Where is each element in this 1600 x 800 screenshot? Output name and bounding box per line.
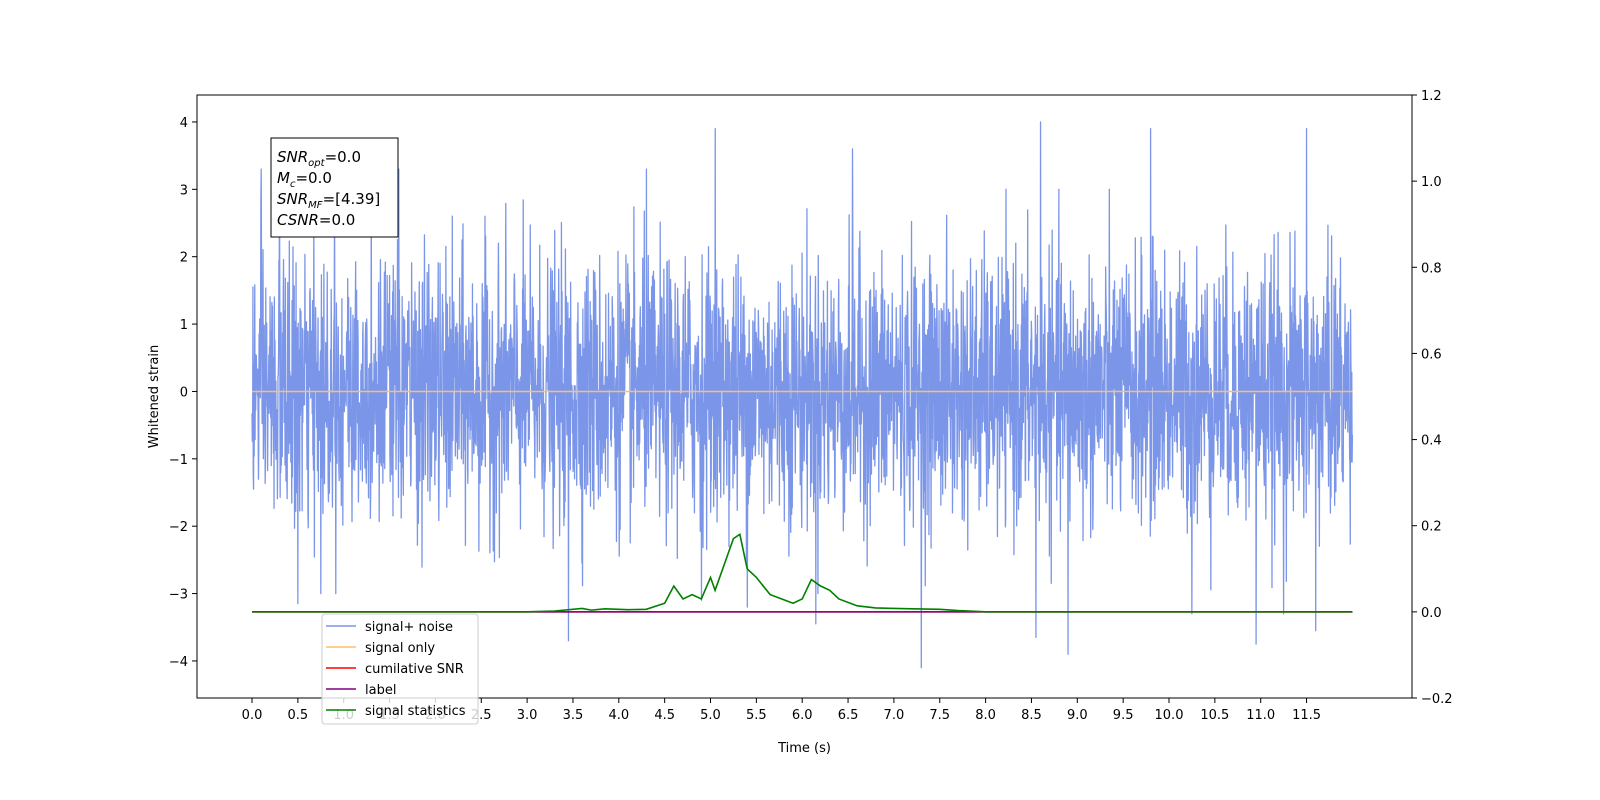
y-axis-label: Whitened strain	[147, 345, 162, 448]
annotation-value: =0.0	[319, 211, 355, 229]
annotation-subscript: MF	[308, 200, 323, 211]
annotation-line: SNRopt=0.0	[277, 148, 361, 169]
y2-tick-label: 0.2	[1421, 520, 1442, 535]
y-tick-label: −4	[169, 655, 188, 670]
y-tick-label: 0	[180, 385, 188, 400]
annotation-frame	[270, 137, 399, 238]
y-tick-label: 4	[180, 116, 188, 131]
x-tick-label: 5.0	[700, 708, 721, 723]
plot-area	[251, 121, 1354, 669]
x-tick-label: 6.5	[838, 708, 859, 723]
legend-item-signal-only-text: signal only	[365, 641, 435, 656]
annotation-symbol: CSNR	[277, 211, 319, 229]
x-tick-label: 3.0	[517, 708, 538, 723]
y2-tick-label: 0.6	[1421, 347, 1442, 362]
annotation-value: =0.0	[325, 148, 361, 166]
x-tick-label: 4.5	[654, 708, 675, 723]
y2-tick-label: 1.0	[1421, 175, 1442, 190]
y2-tick-label: 0.8	[1421, 261, 1442, 276]
y-tick-label: 3	[180, 183, 188, 198]
x-tick-label: 9.5	[1113, 708, 1134, 723]
annotation-line: CSNR=0.0	[277, 211, 355, 229]
y-tick-label: 2	[180, 251, 188, 266]
x-tick-label: 10.5	[1200, 708, 1229, 723]
x-tick-label: 0.0	[242, 708, 263, 723]
annotation-subscript: c	[290, 179, 296, 190]
legend: signal+ noise signal only cumilative SNR la…	[321, 613, 479, 725]
y-tick-label: −3	[169, 588, 188, 603]
y-tick-label: 1	[180, 318, 188, 333]
y-tick-label: −2	[169, 520, 188, 535]
annotation-symbol: M	[277, 169, 290, 187]
annotation-line: Mc=0.0	[277, 169, 332, 190]
x-tick-label: 11.0	[1246, 708, 1275, 723]
x-tick-label: 10.0	[1155, 708, 1184, 723]
series-signal-noise-line	[251, 121, 1354, 669]
annotation-value: =[4.39]	[323, 190, 381, 208]
annotation-subscript: opt	[308, 158, 325, 169]
y2-tick-label: 1.2	[1421, 89, 1442, 104]
annotation-value: =0.0	[295, 169, 331, 187]
legend-item-signal-noise-text: signal+ noise	[365, 620, 453, 635]
x-tick-label: 9.0	[1067, 708, 1088, 723]
annotation-line: SNRMF=[4.39]	[277, 190, 380, 211]
y2-tick-label: 0.0	[1421, 606, 1442, 621]
x-tick-label: 6.0	[792, 708, 813, 723]
series-signal-statistics-line	[252, 533, 1353, 613]
y2-tick-label: 0.4	[1421, 434, 1442, 449]
x-tick-label: 5.5	[746, 708, 767, 723]
legend-frame	[321, 613, 479, 725]
annotation-symbol: SNR	[277, 190, 308, 208]
axes-frame	[196, 94, 1413, 699]
legend-item-signal-statistics-text: signal statistics	[365, 704, 466, 719]
x-tick-label: 8.0	[975, 708, 996, 723]
annotation-symbol: SNR	[277, 148, 308, 166]
y-tick-label: −1	[169, 453, 188, 468]
legend-item-cumulative-snr-text: cumilative SNR	[365, 662, 464, 677]
x-tick-label: 4.0	[608, 708, 629, 723]
x-tick-label: 7.0	[884, 708, 905, 723]
x-tick-label: 0.5	[288, 708, 309, 723]
x-tick-label: 3.5	[563, 708, 584, 723]
legend-item-label-text: label	[365, 683, 396, 698]
y2-tick-label: −0.2	[1421, 692, 1453, 707]
x-axis-label: Time (s)	[777, 741, 831, 756]
x-tick-label: 8.5	[1021, 708, 1042, 723]
x-tick-label: 7.5	[929, 708, 950, 723]
x-tick-label: 11.5	[1292, 708, 1321, 723]
